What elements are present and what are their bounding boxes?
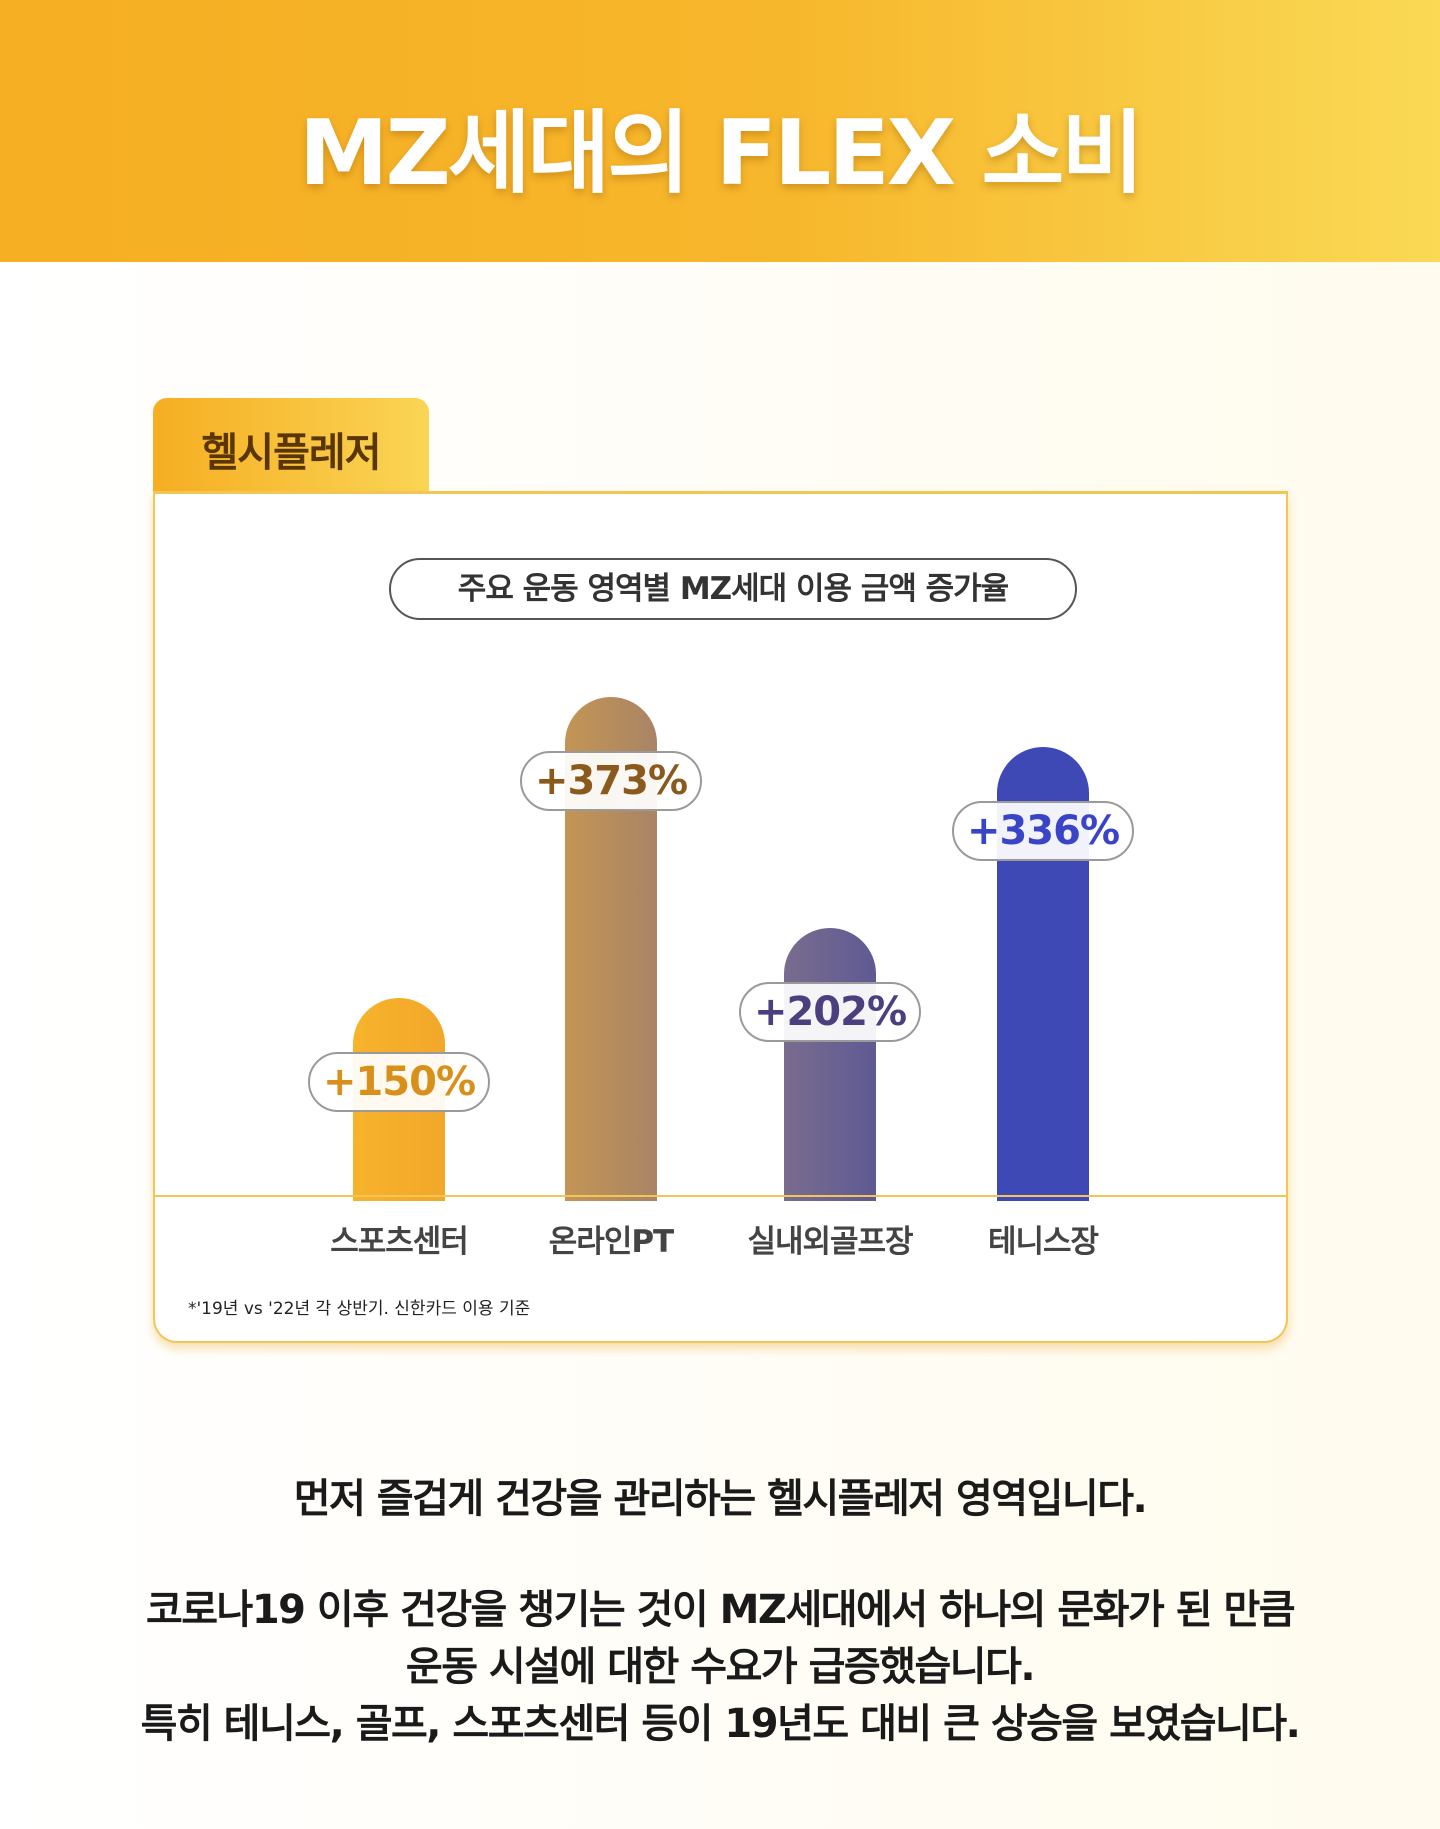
chart-card: 주요 운동 영역별 MZ세대 이용 금액 증가율 +150% +373% +20… bbox=[153, 491, 1288, 1343]
value-label-golf-range: +202% bbox=[739, 982, 921, 1042]
category-label-tennis-court: 테니스장 bbox=[987, 1224, 1099, 1260]
body-paragraph-2-line-3: 특히 테니스, 골프, 스포츠센터 등이 19년도 대비 큰 상승을 보였습니다… bbox=[140, 1701, 1301, 1747]
body-paragraph-2-line-1: 코로나19 이후 건강을 챙기는 것이 MZ세대에서 하나의 문화가 된 만큼 bbox=[145, 1587, 1296, 1633]
body-paragraph-2-line-2: 운동 시설에 대한 수요가 급증했습니다. bbox=[405, 1644, 1036, 1690]
value-label-tennis-court: +336% bbox=[952, 801, 1134, 861]
body-paragraph-1: 먼저 즐겁게 건강을 관리하는 헬시플레저 영역입니다. bbox=[293, 1476, 1148, 1522]
category-label-online-pt: 온라인PT bbox=[548, 1224, 674, 1260]
bar-golf-range bbox=[784, 928, 876, 1201]
chart-title: 주요 운동 영역별 MZ세대 이용 금액 증가율 bbox=[389, 558, 1077, 620]
value-label-online-pt: +373% bbox=[520, 751, 702, 811]
header-banner: MZ세대의 FLEX 소비 bbox=[0, 0, 1440, 262]
category-label-golf-range: 실내외골프장 bbox=[747, 1224, 913, 1260]
section-tab-label: 헬시플레저 bbox=[201, 430, 382, 476]
value-label-sports-center: +150% bbox=[308, 1052, 490, 1112]
category-label-sports-center: 스포츠센터 bbox=[330, 1224, 469, 1260]
page-title: MZ세대의 FLEX 소비 bbox=[298, 101, 1144, 206]
footnote: *'19년 vs '22년 각 상반기. 신한카드 이용 기준 bbox=[188, 1299, 531, 1319]
chart-baseline bbox=[155, 1195, 1286, 1197]
section-tab: 헬시플레저 bbox=[153, 398, 429, 492]
